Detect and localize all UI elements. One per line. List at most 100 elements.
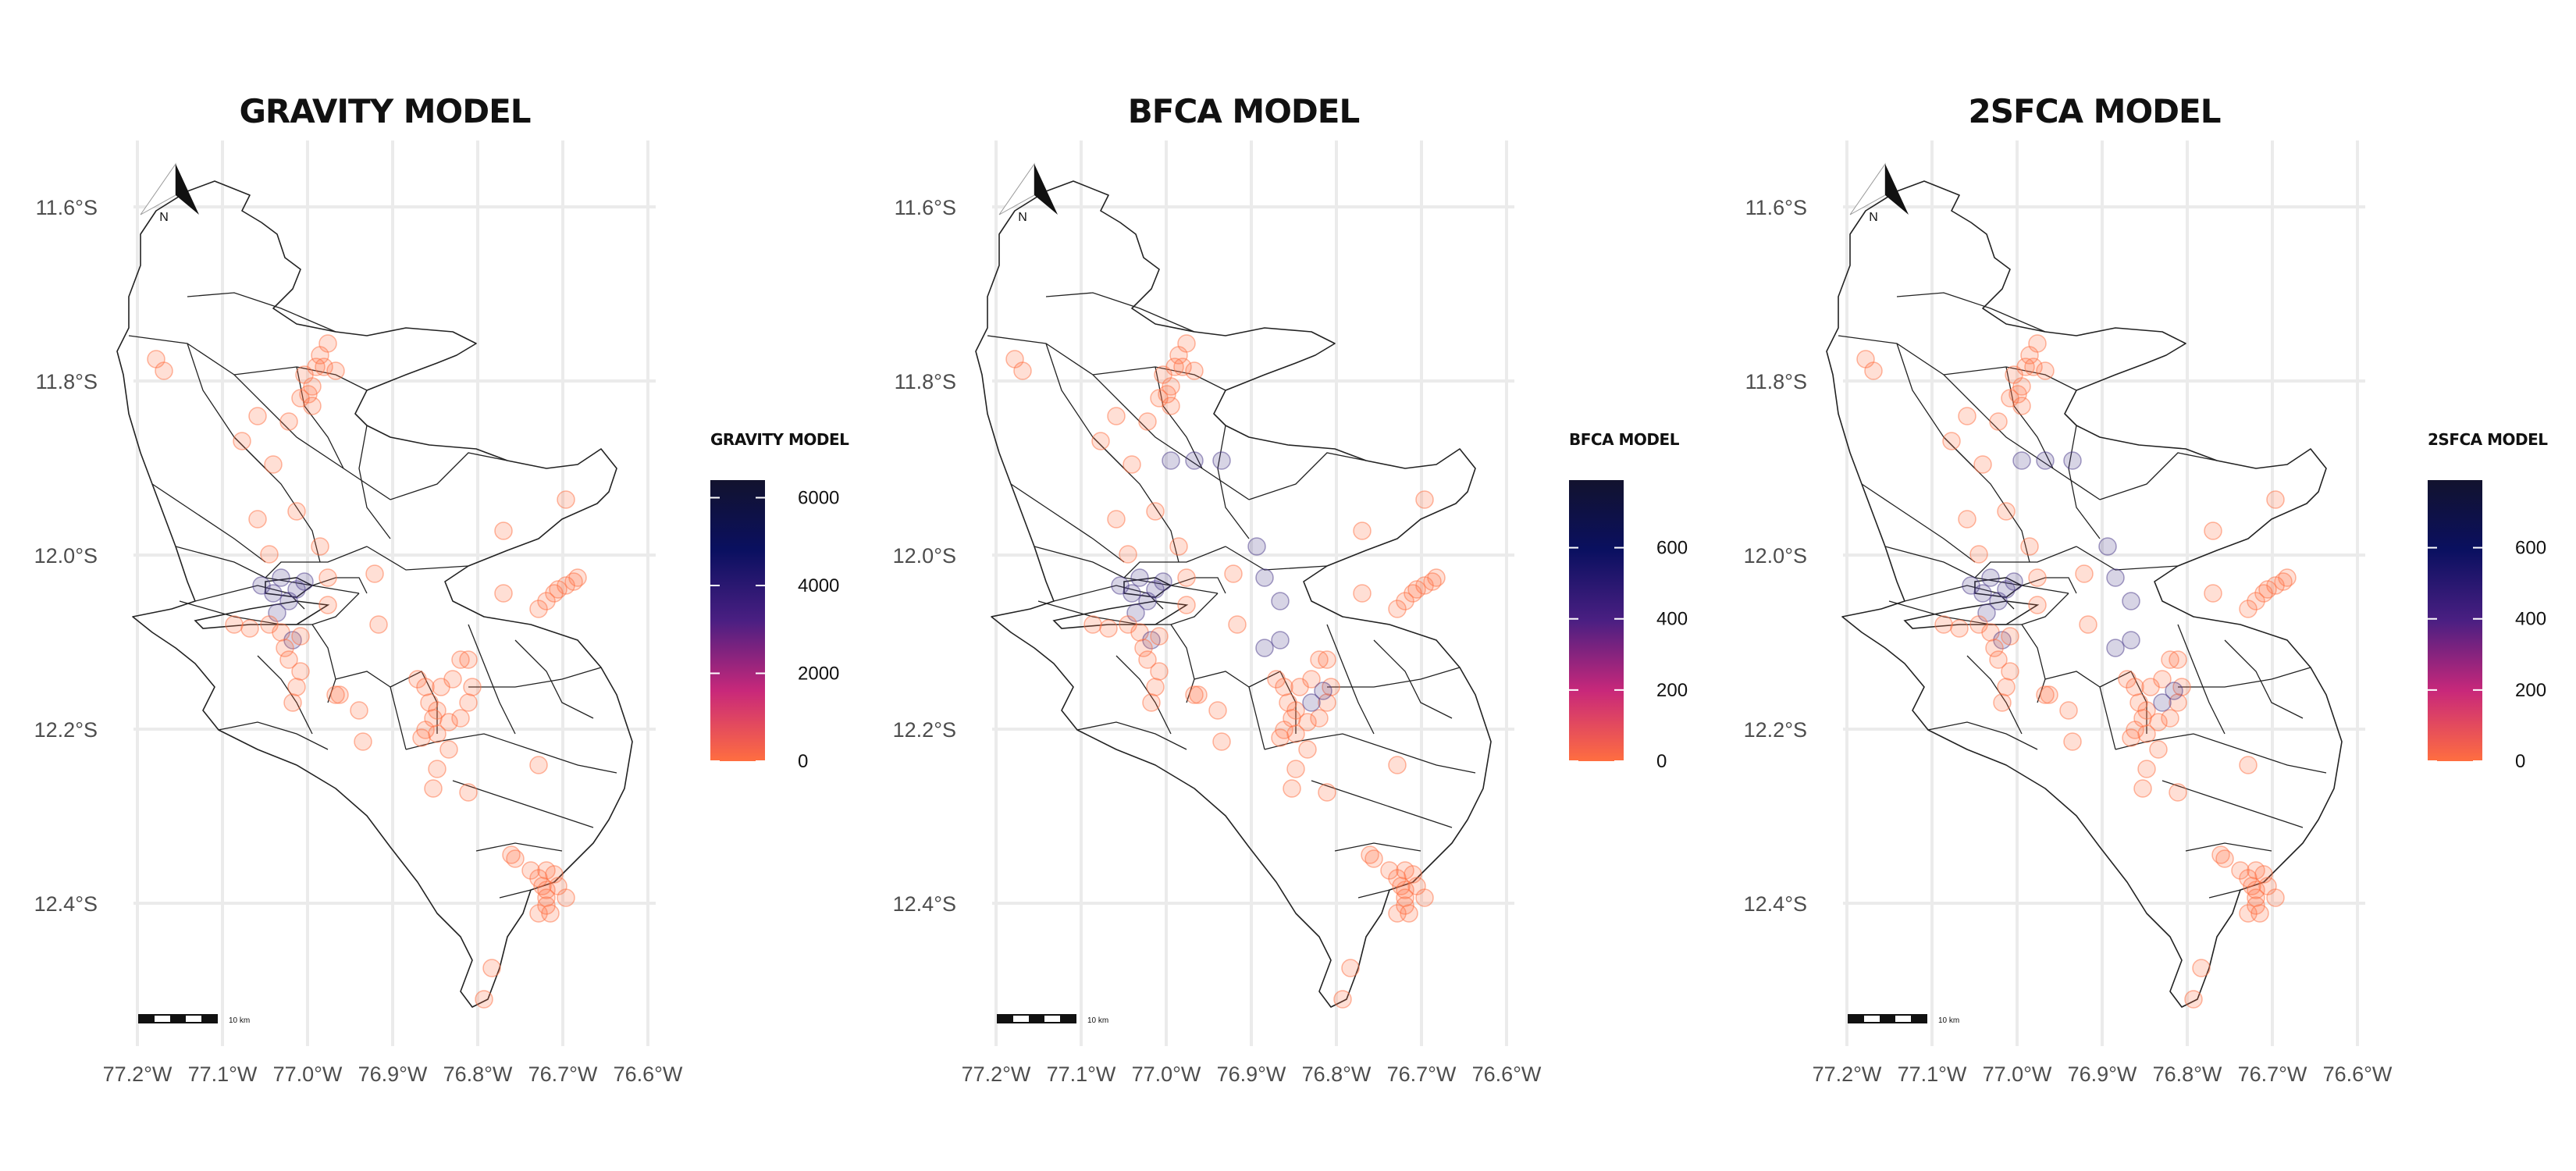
facility-point: [1256, 569, 1273, 586]
district-boundary: [1335, 843, 1421, 851]
facility-point: [1272, 593, 1289, 610]
legend-colorbar: [2428, 480, 2482, 761]
facility-point: [296, 573, 313, 590]
facility-point: [226, 616, 243, 633]
facility-point: [1209, 702, 1226, 719]
district-boundary: [1046, 343, 1124, 468]
district-boundary: [1358, 890, 1389, 898]
x-tick-label: 77.2°W: [103, 1062, 173, 1086]
facility-point: [538, 862, 555, 879]
facility-point: [2165, 682, 2183, 699]
panel-title: BFCA MODEL: [1128, 92, 1360, 130]
district-boundary: [367, 546, 468, 570]
district-boundary: [515, 640, 593, 718]
y-tick-label: 12.4°S: [893, 892, 956, 916]
y-tick-label: 11.8°S: [36, 370, 98, 393]
facility-point: [2001, 390, 2019, 407]
facility-point: [1256, 639, 1273, 657]
facility-point: [483, 959, 500, 977]
legend-tick-label: 0: [798, 751, 808, 772]
facility-point: [1178, 335, 1195, 352]
district-boundary: [390, 453, 507, 500]
facility-point: [1213, 733, 1230, 750]
facility-point: [1994, 694, 2011, 711]
y-tick-label: 12.4°S: [1744, 892, 1807, 916]
facility-point: [1151, 390, 1168, 407]
x-tick-label: 76.7°W: [528, 1062, 598, 1086]
facility-point: [542, 905, 559, 922]
x-tick-label: 76.7°W: [1387, 1062, 1457, 1086]
facility-point: [413, 729, 430, 746]
panel-title: GRAVITY MODEL: [239, 92, 530, 130]
y-tick-label: 11.6°S: [895, 196, 956, 219]
legend-title: GRAVITY MODEL: [710, 430, 849, 449]
facility-point: [1974, 456, 1991, 473]
facility-point: [1272, 729, 1289, 746]
facility-point: [319, 335, 336, 352]
facility-point: [2041, 686, 2058, 703]
facility-point: [2204, 585, 2222, 602]
facility-point: [2005, 573, 2023, 590]
facility-point: [495, 522, 512, 539]
district-boundary: [2209, 890, 2240, 898]
district-boundary: [2186, 843, 2272, 851]
facility-point: [475, 991, 493, 1008]
facility-point: [284, 694, 301, 711]
facility-point: [2251, 905, 2268, 922]
facility-point: [1178, 569, 1195, 586]
scale-bar: 10 km: [1848, 1015, 1959, 1025]
district-boundary: [1928, 722, 2037, 749]
legend-tick-label: 200: [2515, 680, 2546, 701]
district-boundary: [1897, 293, 2045, 332]
y-tick-label: 12.2°S: [893, 718, 956, 742]
legend-tick-label: 200: [1656, 680, 1688, 701]
facility-point: [1100, 620, 1117, 637]
facility-point: [2169, 651, 2186, 668]
facility-point: [464, 678, 481, 696]
facility-point: [2240, 756, 2257, 774]
legend-tick-label: 4000: [798, 575, 839, 596]
facility-point: [1318, 784, 1336, 801]
north-arrow-icon: N: [999, 164, 1058, 224]
legend-tick-label: 0: [2515, 751, 2525, 772]
facility-point: [1299, 741, 1316, 758]
facility-point: [1147, 678, 1164, 696]
facility-point: [2247, 862, 2265, 879]
district-boundary: [2100, 453, 2217, 500]
legend-tick-label: 600: [2515, 538, 2546, 559]
facility-point: [2001, 628, 2019, 645]
north-arrow-label: N: [1018, 211, 1027, 224]
facility-point: [319, 569, 336, 586]
facility-point: [1389, 756, 1406, 774]
facility-point: [1416, 889, 1433, 906]
facility-point: [1982, 569, 1999, 586]
facility-point: [1170, 538, 1187, 555]
facility-point: [2107, 569, 2124, 586]
facility-point: [1865, 362, 1882, 379]
facility-point: [292, 628, 309, 645]
facility-point: [1959, 511, 1976, 528]
legend-tick-label: 400: [2515, 609, 2546, 630]
facility-point: [1213, 452, 1230, 469]
facility-point: [1155, 573, 1172, 590]
facility-point: [1315, 682, 1332, 699]
facility-point: [1287, 760, 1304, 778]
facility-point: [1998, 678, 2015, 696]
facility-point: [2080, 616, 2097, 633]
facility-point: [2161, 710, 2179, 727]
district-boundary: [468, 667, 601, 687]
district-boundary: [2225, 640, 2303, 718]
district-boundary: [1011, 484, 1124, 562]
facility-point: [292, 663, 309, 680]
facility-point: [1354, 585, 1371, 602]
facility-point: [265, 585, 282, 602]
facility-point: [2122, 632, 2140, 649]
facility-point: [507, 850, 524, 867]
facility-point: [1276, 678, 1293, 696]
x-tick-label: 76.6°W: [1472, 1062, 1542, 1086]
district-boundary: [1249, 453, 1366, 500]
facility-point: [1935, 616, 1952, 633]
y-tick-label: 11.6°S: [1745, 196, 1807, 219]
facility-point: [2150, 741, 2167, 758]
facility-point: [1151, 628, 1168, 645]
